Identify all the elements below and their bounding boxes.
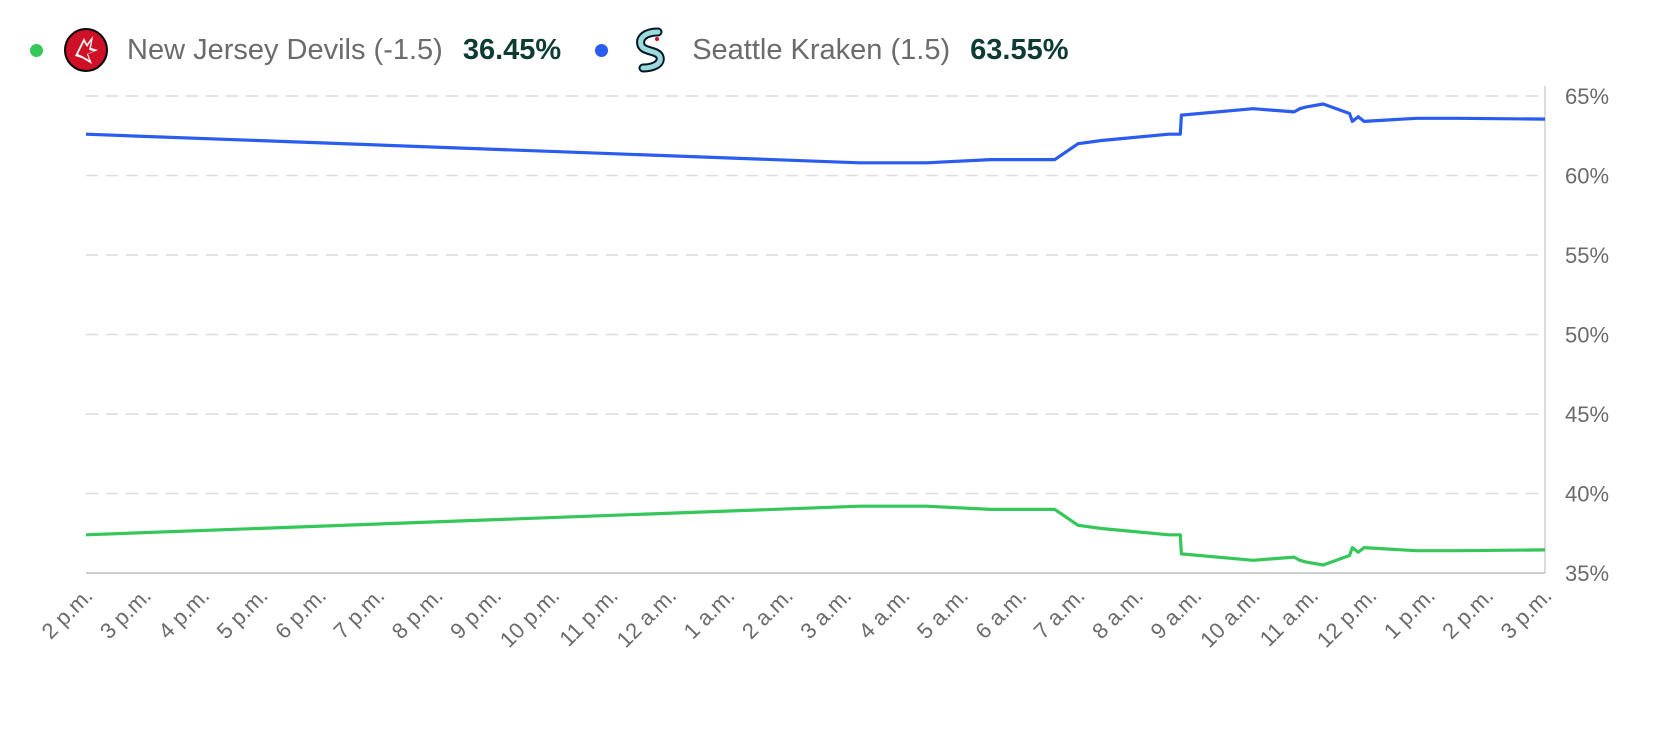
kraken-team-label: Seattle Kraken (1.5) bbox=[692, 33, 951, 66]
y-tick-label: 35% bbox=[1565, 561, 1609, 586]
x-tick-label: 2 p.m. bbox=[37, 583, 98, 644]
x-tick-label: 10 p.m. bbox=[495, 583, 565, 653]
x-axis-ticks: 2 p.m.3 p.m.4 p.m.5 p.m.6 p.m.7 p.m.8 p.… bbox=[37, 583, 1557, 653]
x-tick-label: 4 a.m. bbox=[854, 583, 915, 644]
x-tick-label: 2 p.m. bbox=[1437, 583, 1498, 644]
x-tick-label: 1 p.m. bbox=[1379, 583, 1440, 644]
grid-lines bbox=[86, 95, 1545, 495]
x-tick-label: 11 a.m. bbox=[1255, 583, 1323, 651]
y-tick-label: 55% bbox=[1565, 243, 1609, 268]
x-tick-label: 5 p.m. bbox=[212, 583, 273, 644]
legend-entry-kraken[interactable]: Seattle Kraken (1.5) 63.55% bbox=[595, 25, 1068, 75]
kraken-logo-icon bbox=[626, 25, 676, 75]
x-tick-label: 3 a.m. bbox=[795, 583, 856, 644]
y-tick-label: 40% bbox=[1565, 482, 1609, 507]
x-tick-label: 12 a.m. bbox=[612, 583, 682, 653]
x-tick-label: 8 p.m. bbox=[387, 583, 448, 644]
x-tick-label: 6 p.m. bbox=[270, 583, 331, 644]
x-tick-label: 11 p.m. bbox=[554, 583, 622, 651]
chart-legend: New Jersey Devils (-1.5) 36.45% Seattle … bbox=[30, 20, 1102, 80]
x-tick-label: 3 p.m. bbox=[95, 583, 156, 644]
kraken-probability: 63.55% bbox=[970, 33, 1069, 66]
x-tick-label: 2 a.m. bbox=[737, 583, 798, 644]
x-tick-label: 12 p.m. bbox=[1312, 583, 1382, 653]
x-tick-label: 1 a.m. bbox=[679, 583, 740, 644]
y-tick-label: 65% bbox=[1565, 84, 1609, 109]
y-axis-ticks: 35% 40% 45% 50% 55% 60% 65% bbox=[1565, 84, 1609, 586]
x-tick-label: 5 a.m. bbox=[912, 583, 973, 644]
y-tick-label: 50% bbox=[1565, 323, 1609, 348]
series-line-new[interactable] bbox=[85, 504, 1546, 567]
x-tick-label: 4 p.m. bbox=[153, 583, 214, 644]
series-line-seattle[interactable] bbox=[85, 102, 1546, 165]
legend-entry-devils[interactable]: New Jersey Devils (-1.5) 36.45% bbox=[30, 25, 561, 75]
y-tick-label: 60% bbox=[1565, 164, 1609, 189]
x-tick-label: 10 a.m. bbox=[1195, 583, 1265, 653]
series-lines bbox=[85, 102, 1546, 567]
kraken-series-dot bbox=[595, 43, 609, 57]
devils-probability: 36.45% bbox=[462, 33, 562, 66]
x-tick-label: 8 a.m. bbox=[1087, 583, 1148, 644]
x-tick-label: 7 a.m. bbox=[1029, 583, 1090, 644]
devils-logo-icon bbox=[61, 25, 111, 75]
devils-series-dot bbox=[30, 43, 43, 57]
devils-team-label: New Jersey Devils (-1.5) bbox=[127, 33, 443, 66]
x-tick-label: 7 p.m. bbox=[328, 583, 389, 644]
x-tick-label: 6 a.m. bbox=[970, 583, 1031, 644]
x-tick-label: 3 p.m. bbox=[1496, 583, 1557, 644]
y-tick-label: 45% bbox=[1565, 402, 1609, 427]
